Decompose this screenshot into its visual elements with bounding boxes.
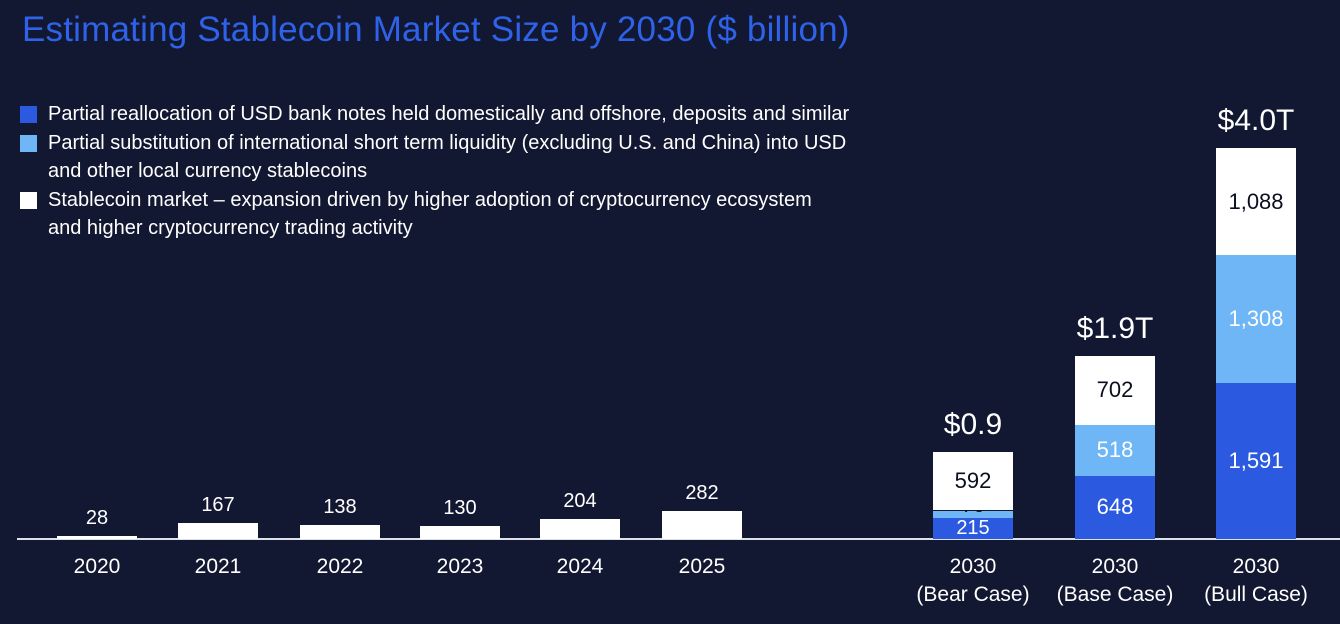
bar-segment bbox=[1075, 355, 1155, 425]
x-axis-label: 2025 bbox=[602, 553, 802, 581]
bar-value-label: 282 bbox=[685, 482, 719, 505]
x-axis-label: 2030 (Bull Case) bbox=[1156, 553, 1340, 609]
x-axis-label: 2020 bbox=[0, 553, 197, 581]
bar-segment-value: 702 bbox=[1096, 377, 1134, 403]
x-axis-label-line: (Bull Case) bbox=[1204, 583, 1308, 606]
x-axis-label: 2021 bbox=[118, 553, 318, 581]
bar-group-2023: 130 bbox=[420, 498, 500, 539]
x-axis-label-line: 2021 bbox=[194, 555, 242, 578]
bar-value-label: 167 bbox=[201, 493, 235, 516]
bar-group-2030-bull-case-: 1,591 1,308 1,088 $4.0T bbox=[1216, 106, 1296, 539]
bar-value-label: 138 bbox=[323, 496, 357, 519]
bar-total-label: $0.9 bbox=[943, 408, 1003, 442]
legend-line: Stablecoin market – expansion driven by … bbox=[48, 189, 812, 211]
bar-group-2024: 204 bbox=[540, 491, 620, 539]
legend-line: Partial reallocation of USD bank notes h… bbox=[48, 103, 850, 125]
chart-title: Estimating Stablecoin Market Size by 203… bbox=[22, 10, 850, 49]
legend-swatch-0 bbox=[20, 106, 37, 123]
bar-segment-value: 215 bbox=[956, 517, 990, 540]
x-axis-label-line: 2022 bbox=[316, 555, 364, 578]
x-axis-label: 2030 (Base Case) bbox=[1015, 553, 1215, 609]
x-axis-label-line: 2024 bbox=[556, 555, 604, 578]
bar-segment bbox=[1216, 254, 1296, 384]
legend-item-2: Stablecoin market – expansion driven by … bbox=[20, 186, 849, 242]
bar-segment bbox=[1216, 383, 1296, 539]
bar-segment bbox=[933, 517, 1013, 539]
chart-legend: Partial reallocation of USD bank notes h… bbox=[20, 100, 849, 243]
x-axis-line bbox=[17, 538, 1340, 540]
bar-value-label: 28 bbox=[85, 507, 109, 530]
x-axis-label: 2024 bbox=[480, 553, 680, 581]
legend-item-label: Partial substitution of international sh… bbox=[48, 129, 846, 185]
bar-segment bbox=[1075, 424, 1155, 476]
legend-item-label: Stablecoin market – expansion driven by … bbox=[48, 186, 812, 242]
x-axis-label-line: (Base Case) bbox=[1056, 583, 1174, 606]
x-axis-label: 2023 bbox=[360, 553, 560, 581]
x-axis-label-line: 2030 bbox=[1091, 555, 1139, 578]
bar-segment-value: 518 bbox=[1096, 437, 1134, 463]
bar-group-2030-bear-case-: 21576592$0.9 bbox=[933, 410, 1013, 540]
bar-group-2020: 28 bbox=[57, 508, 137, 539]
x-axis-label-line: 2030 bbox=[949, 555, 997, 578]
bar-segment bbox=[420, 526, 500, 539]
x-axis-label-line: 2023 bbox=[436, 555, 484, 578]
bar-segment bbox=[933, 510, 1013, 518]
x-axis-label-line: 2030 bbox=[1232, 555, 1280, 578]
legend-swatch-1 bbox=[20, 135, 37, 152]
bar-segment-value: 1,308 bbox=[1228, 306, 1284, 331]
legend-line: and higher cryptocurrency trading activi… bbox=[48, 217, 413, 239]
bar-segment bbox=[662, 511, 742, 539]
bar-segment bbox=[57, 536, 137, 539]
legend-item-1: Partial substitution of international sh… bbox=[20, 129, 849, 185]
bar-segment bbox=[1075, 475, 1155, 539]
bar-segment bbox=[178, 522, 258, 539]
x-axis-label-line: (Bear Case) bbox=[916, 583, 1030, 606]
legend-item-label: Partial reallocation of USD bank notes h… bbox=[48, 100, 849, 128]
bar-group-2021: 167 bbox=[178, 495, 258, 539]
bar-segment-value: 1,088 bbox=[1228, 188, 1284, 214]
bar-segment-value: 1,591 bbox=[1228, 448, 1284, 474]
bar-segment bbox=[1216, 148, 1296, 255]
x-axis-label-line: 2020 bbox=[73, 555, 121, 578]
bar-segment-value: 592 bbox=[954, 468, 992, 494]
legend-line: Partial substitution of international sh… bbox=[48, 132, 847, 154]
bar-segment-value: 648 bbox=[1096, 494, 1134, 520]
bar-total-label: $4.0T bbox=[1217, 104, 1295, 138]
legend-swatch-2 bbox=[20, 192, 37, 209]
bar-group-2030-base-case-: 648 518 702 $1.9T bbox=[1075, 313, 1155, 539]
bar-group-2025: 282 bbox=[662, 483, 742, 539]
bar-value-label: 204 bbox=[563, 490, 597, 513]
legend-item-0: Partial reallocation of USD bank notes h… bbox=[20, 100, 849, 128]
bar-segment bbox=[540, 519, 620, 539]
bar-segment bbox=[300, 525, 380, 539]
x-axis-label: 2022 bbox=[240, 553, 440, 581]
x-axis-label: 2030 (Bear Case) bbox=[873, 553, 1073, 609]
bar-total-label: $1.9T bbox=[1076, 311, 1154, 345]
legend-line: and other local currency stablecoins bbox=[48, 160, 368, 182]
bar-segment bbox=[933, 452, 1013, 511]
bar-group-2022: 138 bbox=[300, 497, 380, 539]
x-axis-label-line: 2025 bbox=[678, 555, 726, 578]
bar-value-label: 130 bbox=[443, 497, 477, 520]
